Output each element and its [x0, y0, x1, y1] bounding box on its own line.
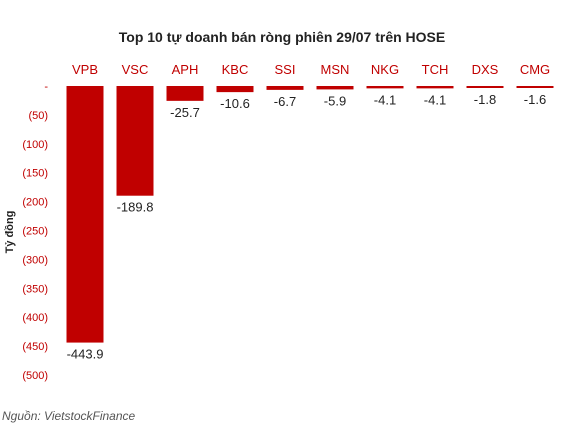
bar-tch — [416, 86, 454, 89]
value-label-msn: -5.9 — [324, 93, 346, 108]
y-tick-label: (450) — [22, 341, 48, 353]
bar-dxs — [466, 86, 504, 88]
y-tick-label: (400) — [22, 312, 48, 324]
value-labels: -443.9 -189.8 -25.7 -10.6 -6.7 -5.9 -4.1 -4.1 -1… — [67, 92, 547, 362]
value-label-ssi: -6.7 — [274, 94, 296, 109]
y-tick-label: (50) — [28, 110, 48, 122]
category-label-msn: MSN — [321, 62, 350, 77]
value-label-kbc: -10.6 — [220, 96, 250, 111]
bar-ssi — [266, 86, 304, 90]
y-tick-label: (250) — [22, 226, 48, 238]
category-label-tch: TCH — [422, 62, 449, 77]
value-label-nkg: -4.1 — [374, 92, 396, 107]
y-tick-label: (350) — [22, 283, 48, 295]
value-label-dxs: -1.8 — [474, 92, 496, 107]
bar-kbc — [216, 86, 254, 93]
y-axis-ticks: - (50) (100) (150) (200) (250) (300) (350) (400)… — [22, 81, 48, 382]
category-label-ssi: SSI — [275, 62, 296, 77]
y-tick-label: - — [44, 81, 48, 93]
bar-nkg — [366, 86, 404, 89]
value-label-vsc: -189.8 — [117, 200, 154, 215]
bar-chart: Top 10 tự doanh bán ròng phiên 29/07 trê… — [4, 29, 554, 382]
y-tick-label: (500) — [22, 370, 48, 382]
value-label-tch: -4.1 — [424, 92, 446, 107]
value-label-vpb: -443.9 — [67, 347, 104, 362]
bar-msn — [316, 86, 354, 90]
category-label-aph: APH — [172, 62, 199, 77]
category-label-dxs: DXS — [472, 62, 499, 77]
bars-group — [66, 86, 554, 343]
category-label-nkg: NKG — [371, 62, 399, 77]
y-tick-label: (200) — [22, 197, 48, 209]
value-label-cmg: -1.6 — [524, 92, 546, 107]
value-label-aph: -25.7 — [170, 105, 200, 120]
bar-cmg — [516, 86, 554, 88]
category-label-kbc: KBC — [222, 62, 249, 77]
category-labels: VPB VSC APH KBC SSI MSN NKG TCH DXS CMG — [72, 62, 550, 77]
y-tick-label: (150) — [22, 168, 48, 180]
category-label-vpb: VPB — [72, 62, 98, 77]
category-label-cmg: CMG — [520, 62, 550, 77]
source-note: Nguồn: VietstockFinance — [2, 409, 136, 423]
bar-aph — [166, 86, 204, 101]
y-tick-label: (300) — [22, 254, 48, 266]
chart-frame: Top 10 tự doanh bán ròng phiên 29/07 trê… — [4, 29, 554, 382]
bar-vsc — [116, 86, 154, 196]
bar-vpb — [66, 86, 104, 343]
y-axis-label: Tỷ đồng — [4, 211, 16, 254]
chart-title: Top 10 tự doanh bán ròng phiên 29/07 trê… — [119, 29, 445, 45]
y-tick-label: (100) — [22, 139, 48, 151]
category-label-vsc: VSC — [122, 62, 149, 77]
